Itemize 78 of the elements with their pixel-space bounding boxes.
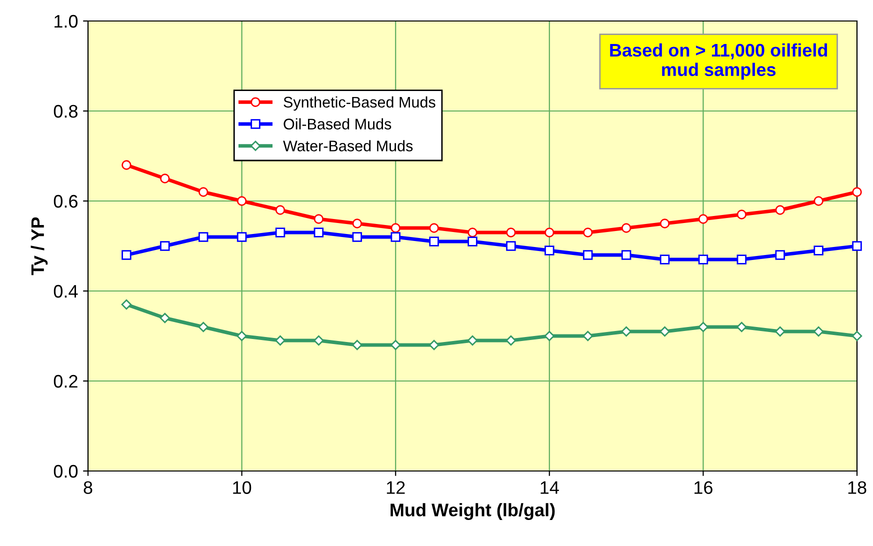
point — [275, 205, 286, 215]
point — [544, 330, 555, 342]
point — [544, 228, 554, 238]
x-tick-label: 16 — [694, 481, 712, 494]
point — [122, 250, 132, 260]
point — [468, 236, 478, 246]
annotation: Based on > 11,000 oilfield mud samples — [610, 43, 828, 80]
y-tick-label: 0.4 — [54, 284, 78, 298]
point — [390, 223, 400, 233]
point — [275, 335, 286, 346]
x-tick-label: 10 — [233, 481, 252, 494]
point — [352, 340, 362, 350]
y-axis-title: Ty / YP — [30, 217, 48, 276]
point — [352, 232, 362, 242]
point — [506, 228, 516, 238]
point — [314, 335, 324, 346]
point — [275, 228, 286, 238]
point — [506, 335, 516, 346]
point — [198, 187, 208, 197]
point — [736, 322, 747, 332]
point — [852, 241, 862, 251]
point — [468, 228, 478, 238]
x-tick-label: 12 — [386, 481, 405, 494]
point — [852, 330, 862, 342]
point — [544, 246, 554, 256]
point — [236, 232, 247, 242]
point — [236, 330, 247, 342]
point — [775, 205, 785, 215]
point — [236, 196, 247, 206]
point — [121, 299, 132, 310]
point — [660, 218, 670, 228]
point — [160, 174, 170, 184]
point — [198, 232, 208, 242]
point — [852, 187, 862, 197]
point — [352, 218, 362, 228]
point — [621, 223, 632, 233]
y-tick-label: 0.6 — [54, 194, 78, 208]
point — [698, 322, 708, 332]
y-tick-label: 0.2 — [54, 374, 78, 388]
point — [506, 241, 516, 251]
point — [160, 241, 170, 251]
point — [736, 254, 747, 264]
point — [621, 250, 632, 260]
legend-label: Water-Based Muds — [283, 140, 413, 152]
point — [775, 250, 785, 260]
point — [314, 214, 324, 224]
legend-label: Synthetic-Based Muds — [284, 96, 436, 111]
x-tick-label: 18 — [848, 481, 866, 494]
y-tick-label: 0.8 — [54, 104, 78, 118]
point — [390, 340, 401, 350]
x-axis-title: Mud Weight (lb/gal) — [390, 503, 555, 520]
point — [814, 246, 824, 256]
point — [582, 228, 593, 238]
point — [428, 340, 440, 350]
point — [698, 254, 708, 264]
point — [660, 254, 670, 264]
point — [160, 312, 170, 324]
point — [122, 160, 132, 170]
x-tick-label: 14 — [540, 481, 559, 494]
point — [390, 232, 400, 242]
point — [314, 228, 324, 238]
point — [467, 335, 478, 346]
point — [660, 326, 670, 337]
point — [621, 326, 632, 337]
point — [774, 326, 786, 337]
y-tick-label: 0.0 — [54, 464, 78, 478]
x-tick-label: 8 — [84, 481, 92, 494]
point — [429, 236, 439, 246]
point — [698, 214, 708, 224]
point — [582, 250, 593, 260]
point — [814, 196, 824, 206]
point — [813, 326, 824, 337]
legend-label: Oil-Based Muds — [284, 118, 392, 130]
point — [198, 322, 208, 332]
y-tick-label: 1.0 — [54, 14, 78, 28]
point — [582, 330, 593, 342]
point — [736, 210, 747, 220]
point — [429, 223, 439, 233]
